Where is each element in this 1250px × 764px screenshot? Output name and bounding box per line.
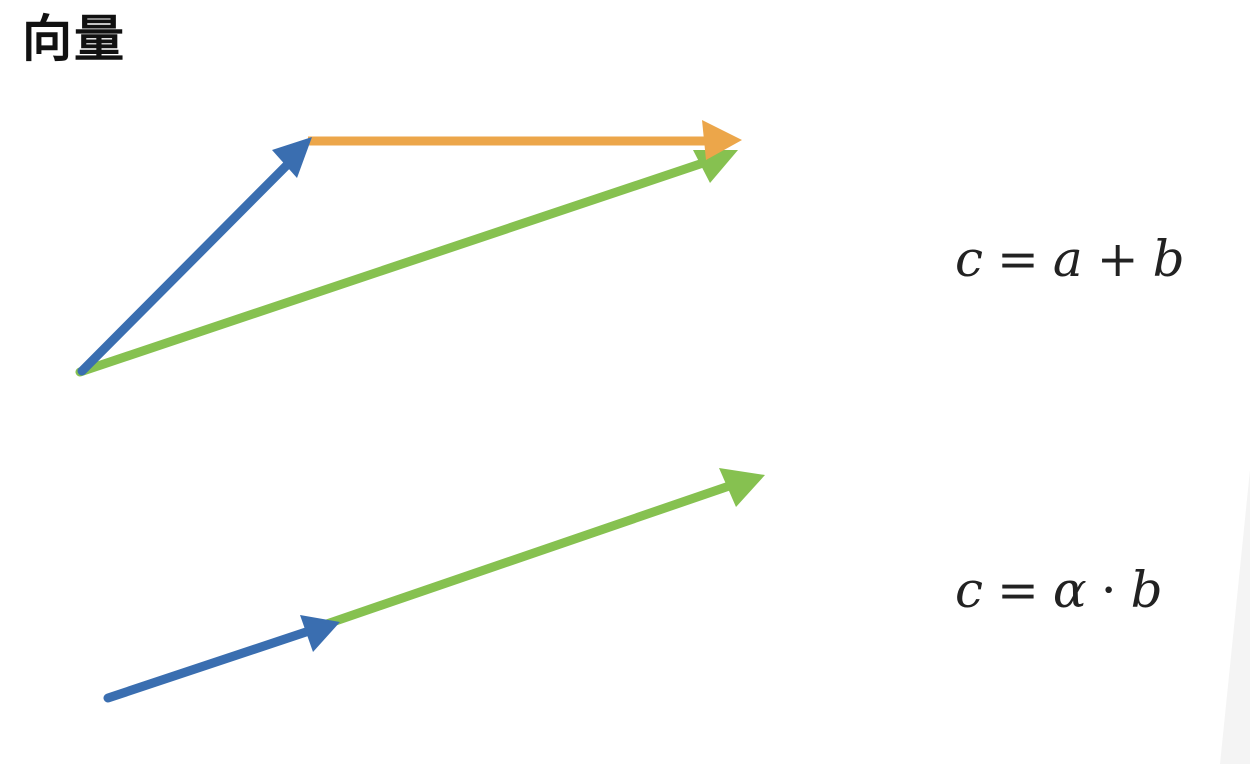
vector-addition-figure [75,120,742,377]
formula-sum-b: b [1152,230,1185,288]
formula-scale-equals: = [997,561,1039,619]
formula-vector-scale: c = α · b [955,565,1163,615]
vector-b-scaled-arrowhead [300,615,340,652]
formula-scale-alpha: α [1052,561,1087,619]
vector-c-scaled-shaft [316,479,737,632]
vector-c-sum-arrowhead [693,150,738,183]
vector-c-sum-shaft [75,157,711,377]
page-curl-edge [1220,470,1250,764]
formula-sum-a: a [1052,230,1083,288]
formula-sum-lhs: c [955,230,984,288]
formula-scale-b: b [1130,561,1163,619]
formula-scale-lhs: c [955,561,984,619]
vector-b-scaled-shaft [103,625,317,703]
vector-b-arrowhead [702,120,742,160]
formula-vector-sum: c = a + b [955,234,1185,284]
formula-sum-plus: + [1096,230,1139,288]
vector-scaling-figure [103,468,765,703]
formula-sum-equals: = [997,230,1039,288]
vector-c-scaled-arrowhead [719,468,765,507]
vector-a-arrowhead [272,137,312,178]
vector-a-shaft [77,155,297,376]
formula-scale-dot: · [1100,561,1117,619]
slide-title: 向量 [22,10,126,68]
